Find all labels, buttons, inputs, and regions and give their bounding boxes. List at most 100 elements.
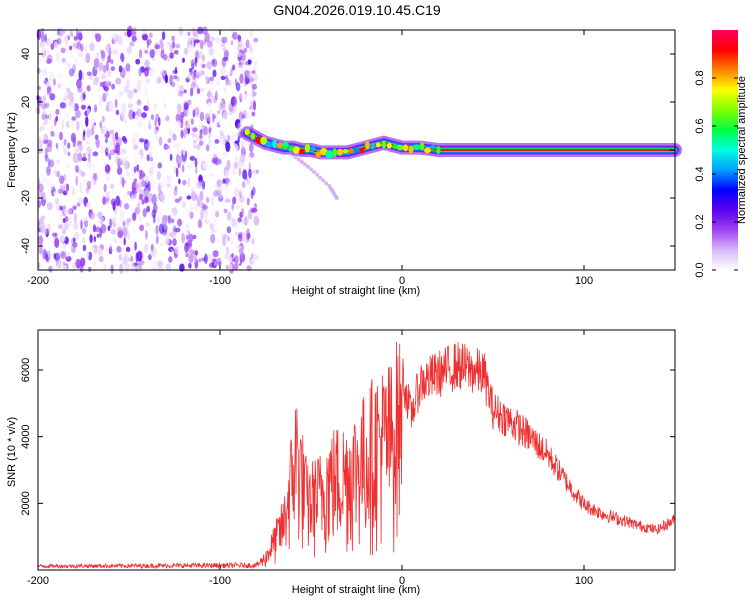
- noise-blob: [207, 102, 212, 110]
- noise-blob: [97, 168, 100, 179]
- noise-blob: [207, 90, 212, 96]
- signal-blob: [310, 145, 316, 152]
- noise-blob: [232, 104, 237, 114]
- noise-blob: [233, 161, 237, 169]
- noise-blob: [120, 52, 125, 63]
- noise-blob: [100, 144, 105, 155]
- signal-blob: [424, 147, 431, 154]
- noise-blob: [42, 55, 48, 63]
- noise-blob: [249, 54, 255, 60]
- noise-blob: [115, 109, 120, 116]
- noise-blob: [68, 120, 73, 129]
- noise-blob: [130, 194, 135, 203]
- noise-blob: [130, 261, 136, 273]
- noise-blob: [172, 112, 176, 117]
- noise-blob: [237, 217, 242, 223]
- noise-blob: [61, 119, 65, 131]
- noise-blob: [236, 93, 240, 99]
- noise-blob: [178, 196, 183, 201]
- noise-blob: [243, 179, 247, 189]
- noise-blob: [69, 45, 73, 51]
- noise-blob: [88, 266, 92, 273]
- noise-blob: [86, 128, 91, 139]
- noise-blob: [192, 234, 197, 240]
- noise-blob: [215, 210, 220, 218]
- noise-blob: [243, 93, 248, 102]
- noise-blob: [146, 130, 151, 137]
- noise-blob: [47, 158, 51, 167]
- figure-title: GN04.2026.019.10.45.C19: [273, 2, 441, 18]
- noise-blob: [72, 221, 79, 230]
- noise-blob: [105, 43, 111, 53]
- noise-blob: [202, 55, 205, 62]
- noise-blob: [251, 207, 258, 213]
- noise-blob: [83, 183, 88, 190]
- noise-blob: [180, 129, 184, 139]
- noise-blob: [211, 228, 218, 234]
- noise-blob: [136, 80, 143, 85]
- noise-blob: [203, 126, 208, 136]
- tail-blobs: [290, 152, 339, 200]
- noise-blob: [199, 201, 204, 209]
- noise-blob: [164, 237, 170, 246]
- noise-blob: [73, 212, 77, 223]
- tail-blob: [318, 175, 323, 180]
- noise-blob: [204, 113, 211, 122]
- signal-blob: [370, 142, 375, 150]
- noise-blob: [206, 61, 212, 70]
- noise-blob: [208, 47, 215, 56]
- noise-blob: [242, 169, 248, 180]
- noise-blob: [125, 63, 131, 72]
- noise-blob: [182, 57, 185, 63]
- noise-blob: [63, 138, 67, 146]
- noise-blob: [79, 143, 83, 152]
- noise-blob: [42, 139, 48, 144]
- noise-blob: [175, 120, 182, 129]
- noise-blob: [110, 66, 115, 71]
- noise-blob: [110, 264, 114, 275]
- noise-blob: [172, 69, 178, 74]
- noise-blob: [66, 208, 73, 215]
- signal-blob: [276, 142, 284, 149]
- noise-blob: [101, 125, 108, 135]
- noise-blob: [123, 191, 128, 199]
- noise-blob: [219, 102, 223, 111]
- noise-blob: [159, 69, 166, 77]
- noise-blob: [155, 225, 159, 235]
- tail-blob: [306, 164, 310, 169]
- noise-blob: [188, 254, 194, 263]
- noise-blob: [53, 169, 59, 176]
- noise-blob: [194, 39, 201, 44]
- noise-blob: [218, 118, 222, 126]
- noise-blob: [156, 76, 162, 84]
- noise-blob: [160, 50, 165, 59]
- signal-blob: [304, 143, 311, 153]
- noise-blob: [133, 166, 137, 174]
- noise-blob: [93, 77, 99, 86]
- noise-blob: [161, 214, 168, 225]
- noise-blob: [122, 214, 125, 220]
- noise-blob: [226, 159, 231, 170]
- noise-blob: [222, 36, 228, 43]
- noise-blob: [66, 251, 70, 259]
- noise-blob: [209, 222, 214, 231]
- noise-blob: [217, 261, 222, 266]
- noise-blob: [169, 44, 174, 52]
- tail-blob: [321, 178, 326, 183]
- noise-blob: [239, 247, 244, 257]
- noise-blob: [72, 237, 76, 243]
- noise-blob: [190, 59, 196, 64]
- noise-blob: [44, 102, 50, 108]
- noise-blob: [186, 164, 193, 170]
- noise-blob: [212, 250, 219, 258]
- noise-blob: [107, 225, 111, 232]
- noise-blob: [124, 31, 128, 37]
- noise-blob: [53, 231, 59, 240]
- noise-blob: [232, 143, 239, 152]
- noise-blob: [42, 123, 45, 132]
- noise-blob: [135, 107, 139, 113]
- noise-blob: [72, 70, 76, 81]
- noise-blob: [233, 130, 240, 138]
- noise-blob: [202, 78, 207, 84]
- noise-blob: [36, 67, 41, 74]
